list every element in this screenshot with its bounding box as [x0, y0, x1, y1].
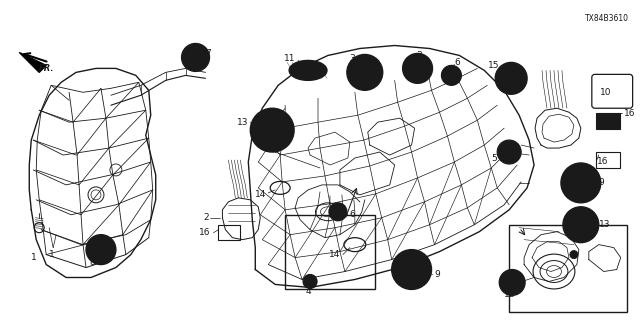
Circle shape [399, 258, 424, 282]
Circle shape [92, 241, 110, 259]
Circle shape [504, 275, 520, 291]
Text: 14: 14 [328, 250, 340, 259]
Text: 12: 12 [504, 290, 515, 299]
Circle shape [306, 277, 314, 285]
Text: 5: 5 [492, 154, 497, 163]
Circle shape [403, 53, 433, 83]
Circle shape [563, 207, 599, 243]
Circle shape [570, 251, 578, 259]
Text: 13: 13 [237, 118, 248, 127]
Text: 2: 2 [203, 213, 209, 222]
Circle shape [86, 235, 116, 265]
Text: 14: 14 [255, 190, 266, 199]
Text: 16: 16 [199, 228, 211, 237]
Text: 9: 9 [599, 179, 605, 188]
Text: 6: 6 [350, 210, 356, 219]
Circle shape [570, 214, 592, 236]
Text: 9: 9 [435, 270, 440, 279]
Text: FR.: FR. [39, 64, 55, 73]
Circle shape [568, 170, 594, 196]
Circle shape [495, 62, 527, 94]
Text: 13: 13 [599, 220, 611, 229]
Circle shape [347, 54, 383, 90]
Text: 15: 15 [488, 61, 499, 70]
Bar [596, 152, 620, 168]
Text: 3: 3 [417, 51, 422, 60]
Text: 4: 4 [305, 287, 311, 296]
Text: 7: 7 [205, 49, 211, 58]
Circle shape [333, 207, 343, 217]
Circle shape [353, 60, 377, 84]
FancyBboxPatch shape [592, 74, 632, 108]
Circle shape [259, 116, 286, 144]
Text: 8: 8 [89, 258, 95, 267]
Text: 16: 16 [623, 109, 635, 118]
Text: 16: 16 [596, 157, 608, 166]
Circle shape [561, 163, 601, 203]
Circle shape [303, 275, 317, 288]
Bar [218, 225, 241, 240]
Text: 1: 1 [49, 250, 55, 259]
Circle shape [182, 44, 209, 71]
Circle shape [250, 108, 294, 152]
Text: 6: 6 [454, 58, 460, 67]
Circle shape [188, 50, 204, 65]
Bar [509, 225, 627, 312]
Text: 1: 1 [31, 253, 36, 262]
Polygon shape [19, 52, 46, 72]
Bar [596, 113, 620, 129]
Circle shape [408, 60, 426, 77]
Circle shape [502, 145, 516, 159]
Text: 11: 11 [284, 54, 295, 63]
Text: 10: 10 [600, 88, 612, 97]
Ellipse shape [289, 60, 327, 80]
Circle shape [499, 269, 525, 295]
Bar [285, 215, 375, 289]
Text: 3: 3 [349, 54, 355, 63]
Circle shape [392, 250, 431, 289]
Circle shape [497, 140, 521, 164]
Text: TX84B3610: TX84B3610 [585, 14, 628, 23]
Circle shape [329, 203, 347, 221]
Circle shape [445, 69, 458, 81]
Circle shape [442, 65, 461, 85]
